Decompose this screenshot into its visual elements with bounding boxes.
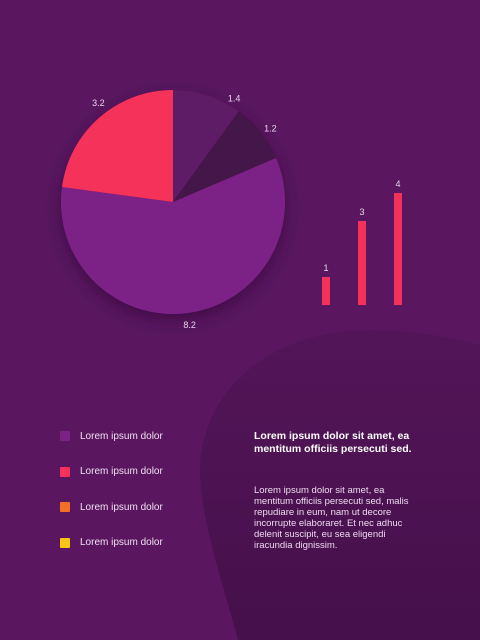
legend-swatch <box>60 502 70 512</box>
legend-label: Lorem ipsum dolor <box>80 430 163 442</box>
legend-swatch <box>60 537 70 548</box>
bar <box>394 193 402 305</box>
pie-slice <box>173 90 239 202</box>
legend-swatch <box>60 466 70 477</box>
headline: Lorem ipsum dolor sit amet, ea mentitum … <box>254 430 412 455</box>
bar-chart: 1 3 4 <box>322 179 402 305</box>
pie-slice-label: 1.2 <box>264 124 277 134</box>
legend-label: Lorem ipsum dolor <box>80 466 163 477</box>
bar <box>322 277 330 305</box>
legend-item: Lorem ipsum dolor <box>60 428 163 444</box>
bar <box>358 221 366 305</box>
pie-slice-label: 1.4 <box>228 94 241 104</box>
body-text: Lorem ipsum dolor sit amet, ea mentitum … <box>254 485 409 551</box>
legend-item: Lorem ipsum dolor <box>60 535 163 551</box>
legend-item: Lorem ipsum dolor <box>60 499 163 515</box>
legend-item: Lorem ipsum dolor <box>60 464 163 480</box>
pie-slice <box>62 90 173 202</box>
pie-slice <box>173 111 276 202</box>
legend-label: Lorem ipsum dolor <box>80 501 163 513</box>
pie-chart: 1.4 1.2 8.2 3.2 <box>61 90 286 330</box>
legend-label: Lorem ipsum dolor <box>80 537 163 548</box>
pie-slice-label: 8.2 <box>183 320 196 330</box>
bar-label: 3 <box>359 207 364 217</box>
bar-label: 1 <box>323 263 328 273</box>
legend-swatch <box>60 431 70 441</box>
legend: Lorem ipsum dolor Lorem ipsum dolor Lore… <box>60 428 163 570</box>
pie-slice <box>61 157 286 314</box>
pie-slice-label: 3.2 <box>92 98 105 108</box>
bar-label: 4 <box>395 179 400 189</box>
